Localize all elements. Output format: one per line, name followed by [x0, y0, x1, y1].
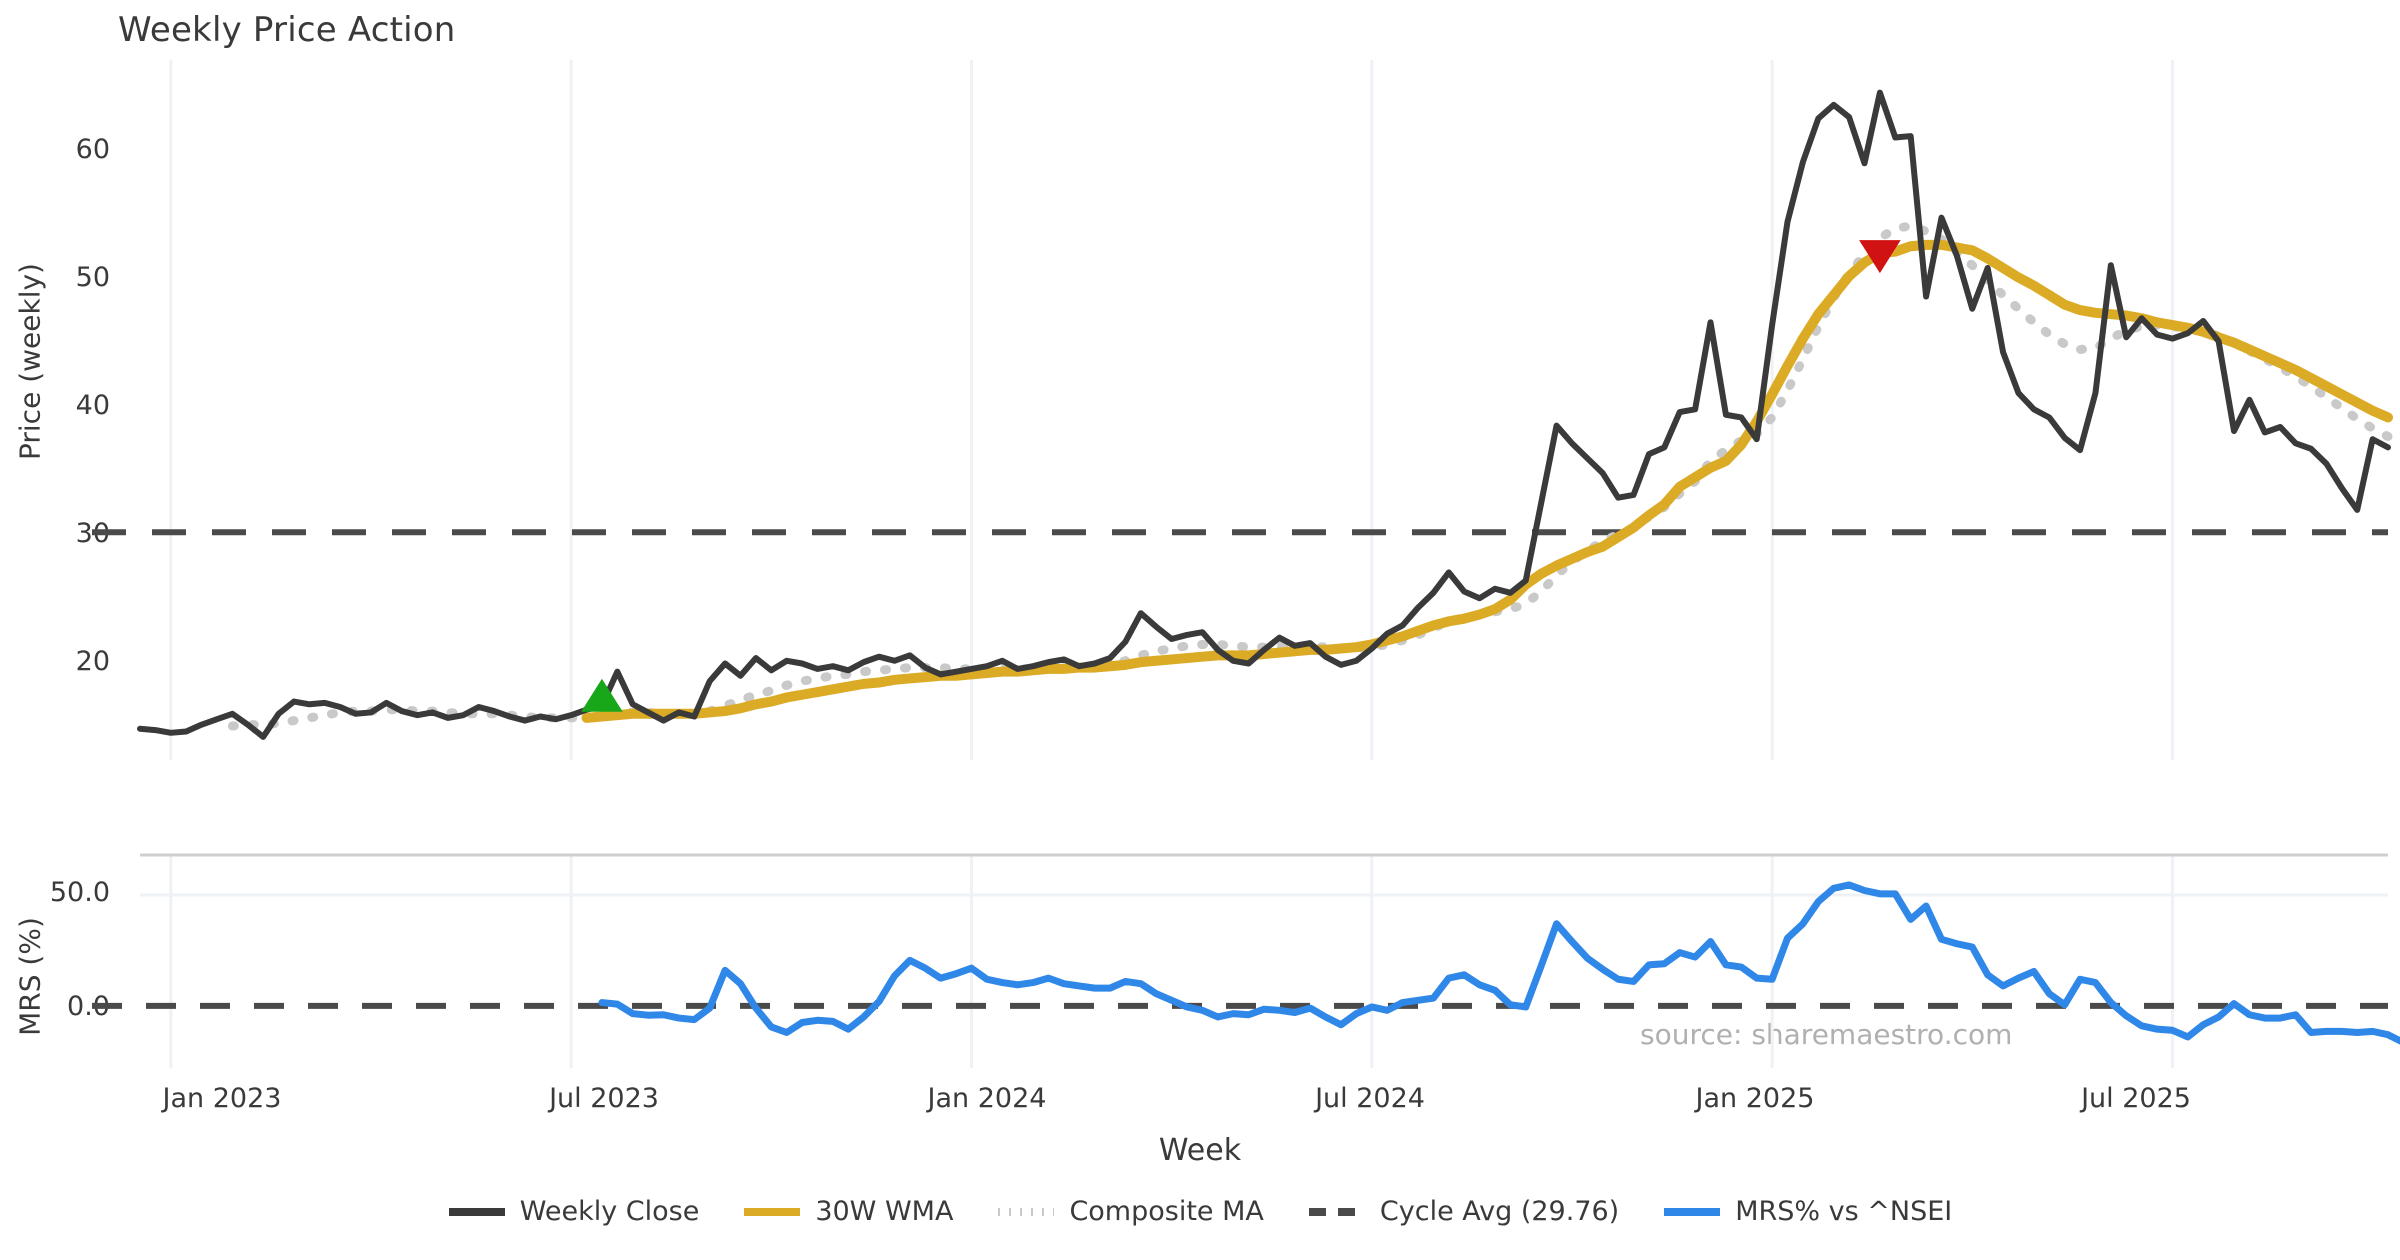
y-tick-price-20: 20: [75, 646, 110, 677]
buy-signal-marker: [581, 678, 623, 712]
legend-item[interactable]: Cycle Avg (29.76): [1308, 1196, 1619, 1227]
source-watermark: source: sharemaestro.com: [1640, 1018, 2013, 1051]
x-tick-jul-2025: Jul 2025: [2081, 1083, 2191, 1114]
sell-signal-marker: [1859, 240, 1901, 274]
x-tick-jul-2023: Jul 2023: [549, 1083, 659, 1114]
legend-label: MRS% vs ^NSEI: [1735, 1196, 1953, 1227]
legend-item[interactable]: Weekly Close: [448, 1196, 700, 1227]
legend-swatch-icon: [743, 1201, 801, 1223]
y-tick-price-60: 60: [75, 134, 110, 165]
legend-label: Weekly Close: [519, 1196, 700, 1227]
legend-item[interactable]: MRS% vs ^NSEI: [1663, 1196, 1952, 1227]
signal-markers: [581, 240, 1901, 712]
x-tick-jan-2023: Jan 2023: [162, 1083, 282, 1114]
legend-swatch-icon: [1663, 1201, 1721, 1223]
legend-label: Cycle Avg (29.76): [1379, 1196, 1620, 1227]
chart-legend: Weekly Close 30W WMA Composite MA Cycle Avg…: [0, 1196, 2400, 1227]
legend-swatch-icon: [1308, 1201, 1366, 1223]
x-axis-label: Week: [1158, 1133, 1242, 1168]
x-tick-jul-2024: Jul 2024: [1315, 1083, 1425, 1114]
legend-swatch-icon: [448, 1201, 506, 1223]
x-tick-jan-2025: Jan 2025: [1695, 1083, 1815, 1114]
weekly-close-line: [137, 89, 2391, 740]
chart-title: Weekly Price Action: [118, 10, 456, 50]
legend-item[interactable]: 30W WMA: [743, 1196, 953, 1227]
y-tick-mrs-50: 50.0: [49, 877, 110, 908]
y-tick-price-40: 40: [75, 390, 110, 421]
legend-label: 30W WMA: [815, 1196, 954, 1227]
data-series: [137, 89, 2400, 1045]
legend-swatch-icon: [997, 1201, 1055, 1223]
legend-label: Composite MA: [1069, 1196, 1264, 1227]
y-tick-price-50: 50: [75, 262, 110, 293]
legend-item[interactable]: Composite MA: [997, 1196, 1264, 1227]
wma-line: [581, 239, 2393, 723]
x-tick-jan-2024: Jan 2024: [927, 1083, 1047, 1114]
mrs-line: [598, 881, 2400, 1045]
reference-lines: [92, 529, 2388, 1009]
grid-lines: [140, 60, 2388, 1068]
